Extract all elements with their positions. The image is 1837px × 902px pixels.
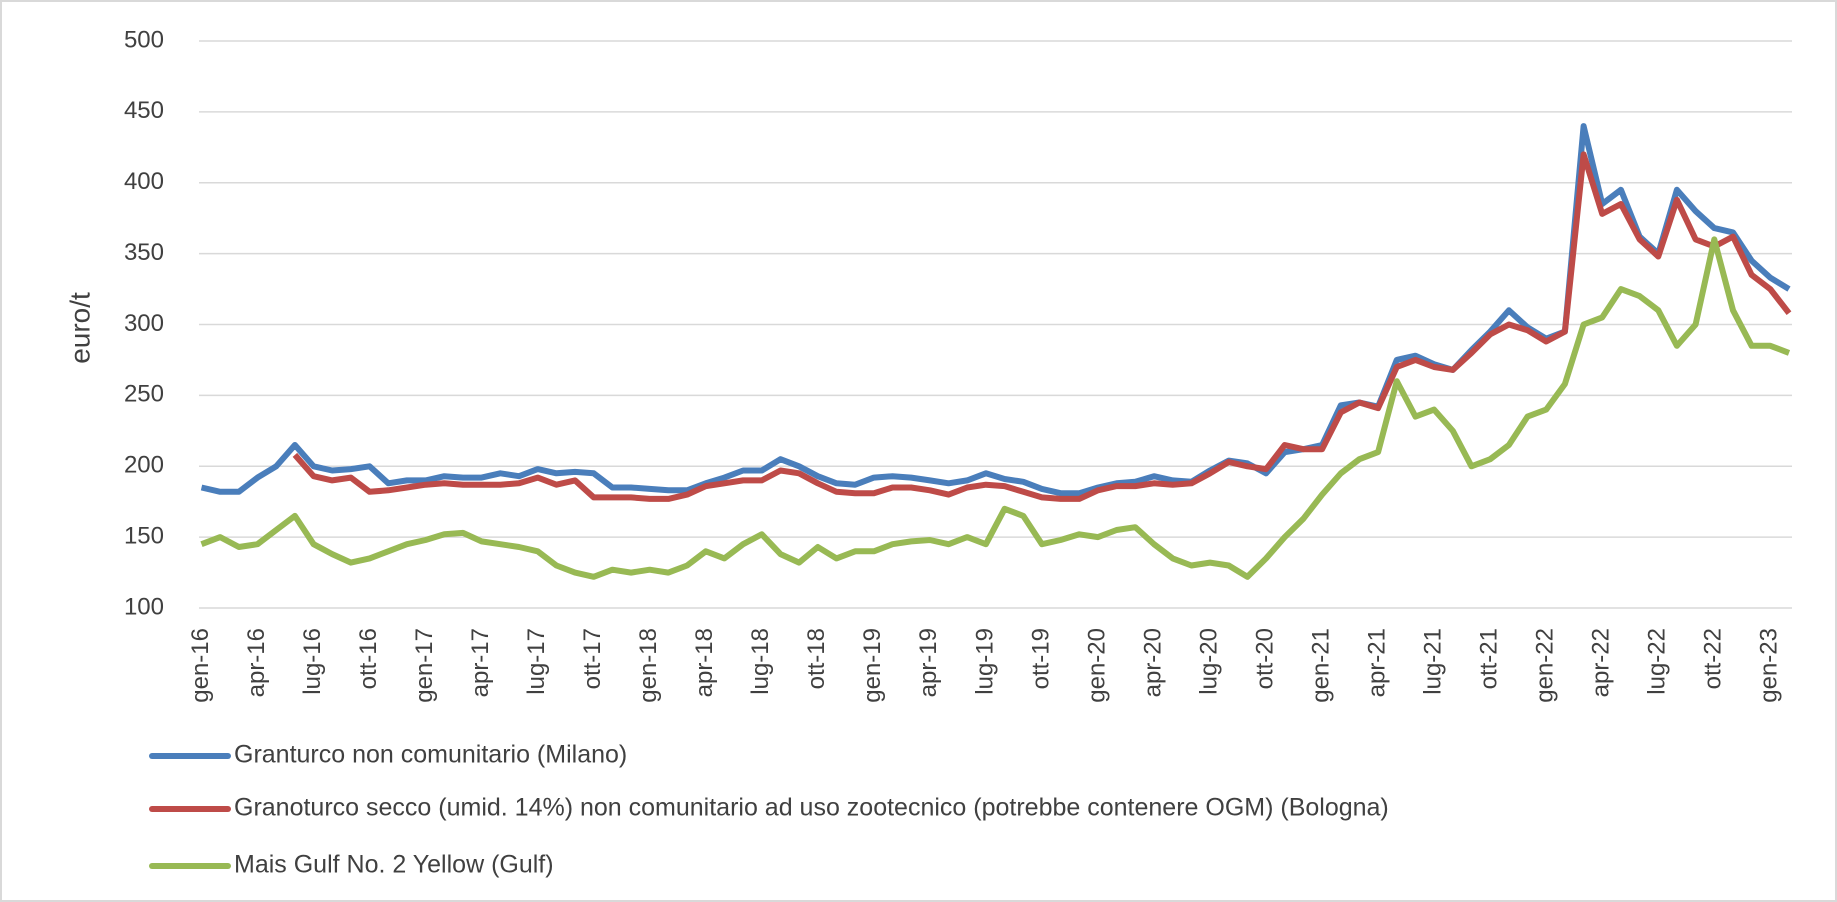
x-tick-label: gen-22	[1532, 628, 1559, 703]
y-tick-label: 100	[124, 593, 164, 620]
x-tick-label: ott-19	[1027, 628, 1054, 689]
x-tick-label: lug-18	[747, 628, 774, 695]
x-tick-label: ott-21	[1476, 628, 1503, 689]
x-tick-label: gen-17	[411, 628, 438, 703]
x-tick-label: apr-21	[1363, 628, 1390, 697]
x-tick-label: gen-20	[1083, 628, 1110, 703]
x-tick-label: lug-20	[1195, 628, 1222, 695]
legend-label: Mais Gulf No. 2 Yellow (Gulf)	[234, 851, 554, 879]
x-tick-label: gen-23	[1756, 628, 1783, 703]
x-tick-label: apr-18	[691, 628, 718, 697]
x-tick-label: gen-18	[635, 628, 662, 703]
x-tick-label: lug-22	[1644, 628, 1671, 695]
x-tick-label: lug-21	[1419, 628, 1446, 695]
x-tick-label: apr-17	[467, 628, 494, 697]
x-tick-label: apr-20	[1139, 628, 1166, 697]
x-tick-label: apr-22	[1588, 628, 1615, 697]
x-tick-label: apr-16	[243, 628, 270, 697]
series-line	[200, 123, 1791, 497]
x-tick-label: ott-22	[1700, 628, 1727, 689]
x-tick-label: lug-17	[523, 628, 550, 695]
x-tick-label: ott-16	[355, 628, 382, 689]
y-tick-label: 150	[124, 522, 164, 549]
series-line	[200, 236, 1791, 580]
x-tick-label: lug-19	[971, 628, 998, 695]
x-tick-label: gen-16	[187, 628, 214, 703]
y-tick-label: 500	[124, 26, 164, 53]
x-tick-label: ott-17	[579, 628, 606, 689]
y-tick-label: 250	[124, 381, 164, 408]
y-tick-label: 400	[124, 168, 164, 195]
legend-label: Granturco non comunitario (Milano)	[234, 741, 627, 769]
y-tick-label: 450	[124, 97, 164, 124]
y-tick-label: 200	[124, 452, 164, 479]
y-tick-label: 300	[124, 310, 164, 337]
legend-label: Granoturco secco (umid. 14%) non comunit…	[234, 794, 1389, 822]
y-axis-title: euro/t	[64, 292, 95, 364]
x-tick-label: apr-19	[915, 628, 942, 697]
y-tick-label: 350	[124, 239, 164, 266]
x-tick-label: gen-19	[859, 628, 886, 703]
x-tick-label: lug-16	[299, 628, 326, 695]
x-tick-label: gen-21	[1307, 628, 1334, 703]
x-tick-label: ott-18	[803, 628, 830, 689]
x-tick-label: ott-20	[1251, 628, 1278, 689]
series-line	[292, 151, 1792, 502]
